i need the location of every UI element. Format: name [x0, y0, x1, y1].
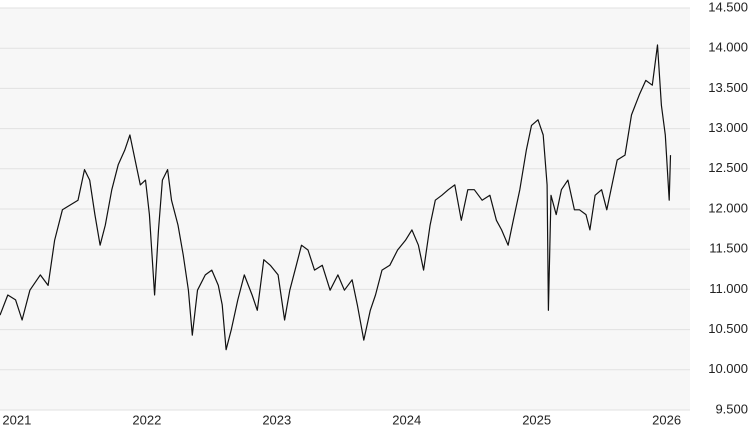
- y-tick-label: 9.500: [715, 401, 748, 416]
- y-tick-label: 13.500: [708, 80, 748, 95]
- price-line: [0, 44, 672, 351]
- y-tick-label: 12.000: [708, 200, 748, 215]
- y-tick-label: 14.500: [708, 0, 748, 14]
- x-tick-label: 2024: [392, 412, 421, 427]
- x-tick-label: 2025: [522, 412, 551, 427]
- y-tick-label: 14.000: [708, 40, 748, 55]
- y-tick-label: 10.000: [708, 361, 748, 376]
- y-tick-label: 12.500: [708, 160, 748, 175]
- x-tick-label: 2021: [2, 412, 31, 427]
- x-tick-label: 2022: [132, 412, 161, 427]
- y-tick-label: 11.000: [709, 281, 748, 296]
- y-tick-label: 10.500: [708, 321, 748, 336]
- x-tick-label: 2023: [262, 412, 291, 427]
- y-tick-label: 11.500: [709, 241, 748, 256]
- x-tick-label: 2026: [652, 412, 681, 427]
- y-tick-label: 13.000: [708, 120, 748, 135]
